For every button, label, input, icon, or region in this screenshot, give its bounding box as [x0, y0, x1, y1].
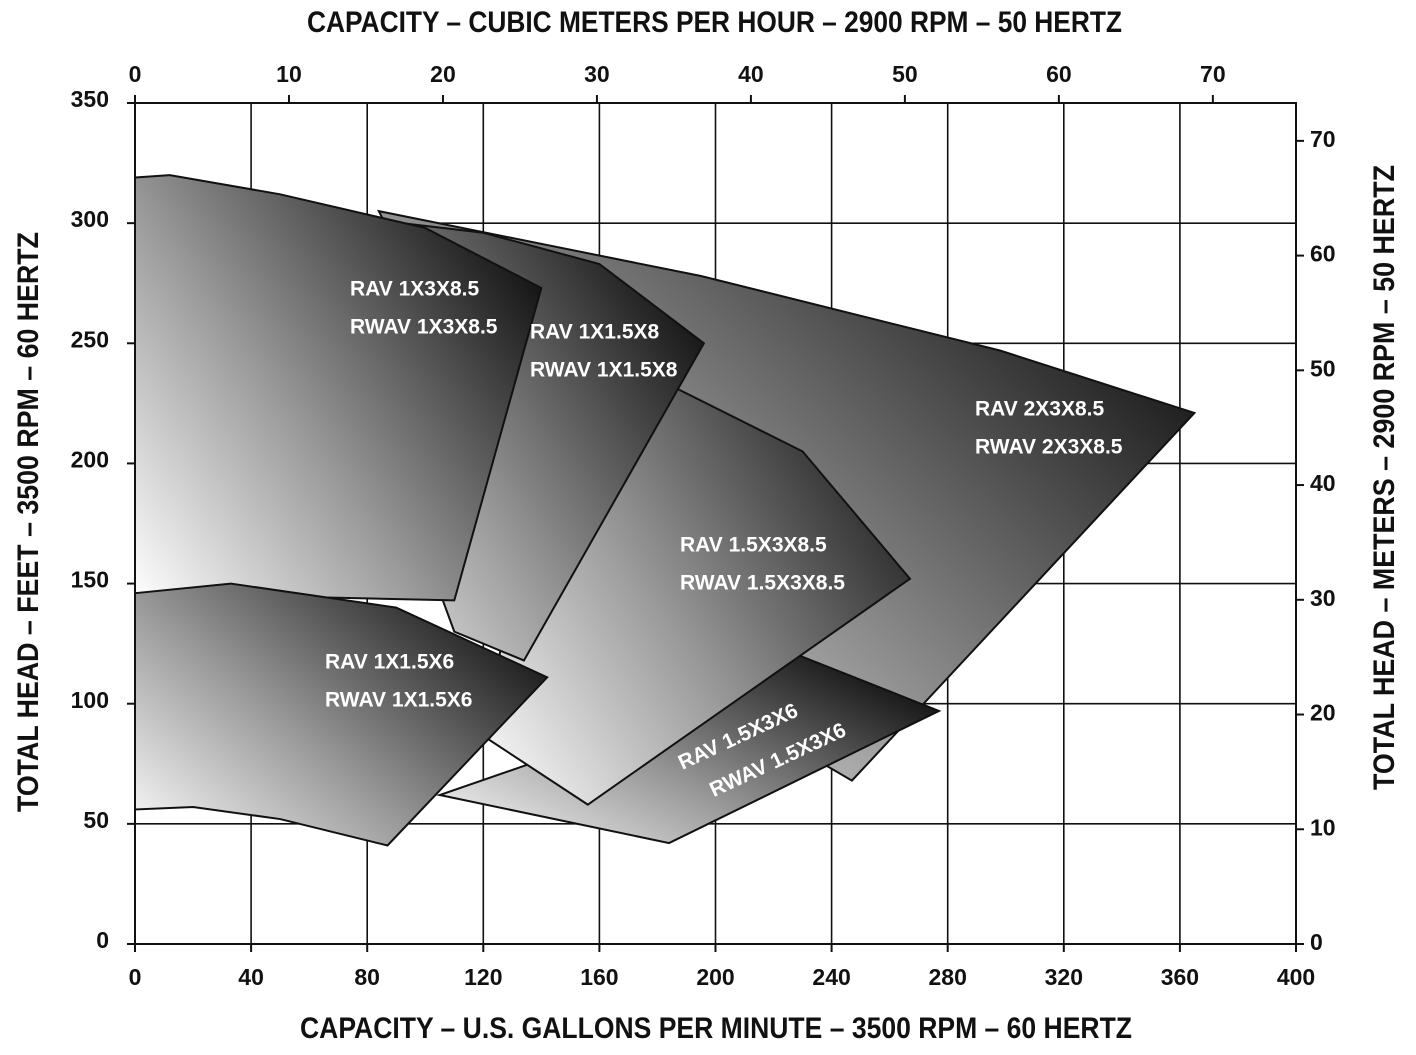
x2-axis-title: CAPACITY – CUBIC METERS PER HOUR – 2900 … [307, 6, 1122, 39]
region-label: RAV 2X3X8.5 RWAV 2X3X8.5 [975, 398, 1123, 459]
x-tick-label: 120 [464, 964, 502, 990]
y-tick-label: 100 [71, 687, 109, 713]
y-tick-label: 350 [71, 86, 109, 112]
region-name: RAV 1X3X8.5 [350, 278, 479, 301]
y2-tick-label: 60 [1310, 241, 1336, 267]
region-alt-name: RWAV 1X1.5X8 [530, 359, 678, 382]
x-tick-label: 320 [1045, 964, 1083, 990]
x2-tick-label: 60 [1046, 61, 1072, 87]
y2-tick-label: 30 [1310, 585, 1336, 611]
y2-tick-label: 50 [1310, 355, 1336, 381]
x2-tick-label: 10 [276, 61, 302, 87]
x-tick-label: 240 [812, 964, 850, 990]
x-tick-label: 0 [129, 964, 142, 990]
x2-tick-label: 50 [892, 61, 918, 87]
x-tick-label: 200 [696, 964, 734, 990]
region-alt-name: RWAV 1.5X3X8.5 [680, 572, 845, 595]
y-tick-label: 50 [83, 807, 109, 833]
region-name: RAV 1X1.5X8 [530, 321, 659, 344]
y-tick-label: 300 [71, 206, 109, 232]
x-tick-label: 360 [1161, 964, 1199, 990]
y2-tick-label: 40 [1310, 470, 1336, 496]
y2-tick-label: 0 [1310, 929, 1323, 955]
region-label: RAV 1.5X3X8.5 RWAV 1.5X3X8.5 [680, 534, 845, 595]
region-label: RAV 1X1.5X8 RWAV 1X1.5X8 [530, 321, 678, 382]
region-label: RAV 1X1.5X6 RWAV 1X1.5X6 [325, 651, 472, 712]
region [134, 582, 549, 847]
region-name: RAV 1.5X3X8.5 [680, 534, 827, 557]
x2-tick-label: 0 [129, 61, 142, 87]
x-tick-label: 160 [580, 964, 618, 990]
region-name: RAV 2X3X8.5 [975, 398, 1104, 421]
y2-tick-label: 70 [1310, 126, 1336, 152]
regions [134, 174, 1197, 847]
x2-tick-label: 40 [738, 61, 764, 87]
region-label: RAV 1X3X8.5 RWAV 1X3X8.5 [350, 278, 498, 339]
x2-tick-label: 20 [430, 61, 456, 87]
y-axis-title: TOTAL HEAD – FEET – 3500 RPM – 60 HERTZ [12, 232, 45, 812]
y2-tick-label: 20 [1310, 700, 1336, 726]
x2-tick-label: 70 [1200, 61, 1226, 87]
x-tick-label: 40 [238, 964, 264, 990]
y-tick-label: 0 [96, 927, 109, 953]
x-axis-title: CAPACITY – U.S. GALLONS PER MINUTE – 350… [300, 1012, 1132, 1045]
y-tick-label: 200 [71, 447, 109, 473]
y2-axis-title: TOTAL HEAD – METERS – 2900 RPM – 50 HERT… [1368, 165, 1401, 790]
x-tick-label: 80 [354, 964, 380, 990]
x2-tick-label: 30 [584, 61, 610, 87]
y2-tick-label: 10 [1310, 814, 1336, 840]
y-tick-label: 150 [71, 567, 109, 593]
region-alt-name: RWAV 1X1.5X6 [325, 689, 472, 712]
y-tick-label: 250 [71, 326, 109, 352]
x-tick-label: 280 [929, 964, 967, 990]
region-alt-name: RWAV 2X3X8.5 [975, 436, 1123, 459]
region-name: RAV 1X1.5X6 [325, 651, 454, 674]
region-alt-name: RWAV 1X3X8.5 [350, 316, 498, 339]
x-tick-label: 400 [1277, 964, 1315, 990]
